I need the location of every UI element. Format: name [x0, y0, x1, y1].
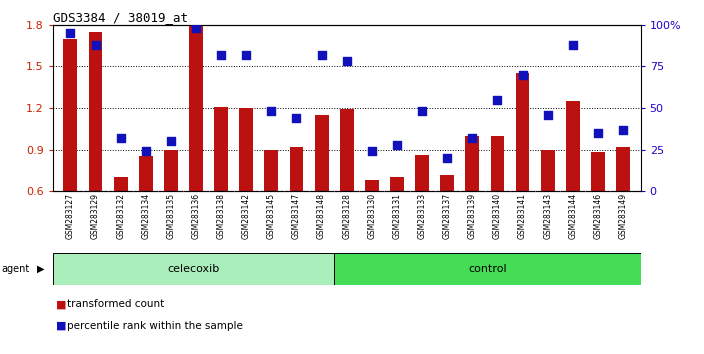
- Bar: [465, 136, 479, 191]
- Bar: [334, 253, 641, 285]
- Bar: [491, 136, 504, 191]
- Bar: [239, 108, 253, 191]
- Text: GDS3384 / 38019_at: GDS3384 / 38019_at: [53, 11, 188, 24]
- Point: [165, 138, 177, 144]
- Point: [366, 148, 377, 154]
- Text: transformed count: transformed count: [67, 299, 164, 309]
- Bar: [440, 175, 454, 191]
- Text: ■: ■: [56, 299, 67, 309]
- Text: GSM283134: GSM283134: [142, 193, 150, 239]
- Point: [241, 52, 252, 58]
- Text: celecoxib: celecoxib: [168, 264, 220, 274]
- Text: GSM283137: GSM283137: [443, 193, 452, 239]
- Bar: [164, 149, 178, 191]
- Point: [215, 52, 227, 58]
- Bar: [616, 147, 630, 191]
- Point: [391, 142, 403, 147]
- Point: [316, 52, 327, 58]
- Text: GSM283147: GSM283147: [292, 193, 301, 239]
- Text: GSM283136: GSM283136: [191, 193, 201, 239]
- Text: GSM283131: GSM283131: [392, 193, 401, 239]
- Point: [517, 72, 528, 78]
- Text: GSM283146: GSM283146: [593, 193, 603, 239]
- Point: [467, 135, 478, 141]
- Text: GSM283145: GSM283145: [267, 193, 276, 239]
- Text: ■: ■: [56, 321, 67, 331]
- Point: [291, 115, 302, 121]
- Text: GSM283149: GSM283149: [619, 193, 627, 239]
- Text: GSM283128: GSM283128: [342, 193, 351, 239]
- Text: GSM283140: GSM283140: [493, 193, 502, 239]
- Point: [265, 108, 277, 114]
- Point: [592, 130, 603, 136]
- Point: [190, 25, 201, 31]
- Bar: [365, 180, 379, 191]
- Text: GSM283130: GSM283130: [367, 193, 377, 239]
- Point: [441, 155, 453, 161]
- Text: GSM283142: GSM283142: [241, 193, 251, 239]
- Point: [341, 58, 353, 64]
- Bar: [114, 177, 127, 191]
- Bar: [315, 115, 329, 191]
- Text: ▶: ▶: [37, 264, 44, 274]
- Text: GSM283129: GSM283129: [91, 193, 100, 239]
- Bar: [265, 149, 278, 191]
- Bar: [289, 147, 303, 191]
- Text: GSM283133: GSM283133: [417, 193, 427, 239]
- Text: percentile rank within the sample: percentile rank within the sample: [67, 321, 243, 331]
- Point: [492, 97, 503, 102]
- Point: [542, 112, 553, 118]
- Text: GSM283143: GSM283143: [543, 193, 552, 239]
- Text: GSM283135: GSM283135: [166, 193, 175, 239]
- Bar: [189, 25, 203, 191]
- Bar: [390, 177, 404, 191]
- Point: [140, 148, 151, 154]
- Text: GSM283132: GSM283132: [116, 193, 125, 239]
- Text: GSM283148: GSM283148: [317, 193, 326, 239]
- Point: [417, 108, 428, 114]
- Bar: [53, 253, 334, 285]
- Text: GSM283138: GSM283138: [217, 193, 225, 239]
- Point: [617, 127, 629, 132]
- Bar: [214, 107, 228, 191]
- Bar: [591, 152, 605, 191]
- Point: [115, 135, 126, 141]
- Point: [65, 30, 76, 36]
- Bar: [415, 155, 429, 191]
- Bar: [566, 101, 579, 191]
- Text: agent: agent: [1, 264, 30, 274]
- Text: GSM283139: GSM283139: [468, 193, 477, 239]
- Bar: [515, 73, 529, 191]
- Bar: [63, 39, 77, 191]
- Bar: [139, 156, 153, 191]
- Text: GSM283144: GSM283144: [568, 193, 577, 239]
- Text: GSM283127: GSM283127: [66, 193, 75, 239]
- Text: GSM283141: GSM283141: [518, 193, 527, 239]
- Bar: [89, 32, 102, 191]
- Point: [567, 42, 579, 47]
- Text: control: control: [468, 264, 507, 274]
- Bar: [541, 149, 555, 191]
- Point: [90, 42, 101, 47]
- Bar: [340, 109, 353, 191]
